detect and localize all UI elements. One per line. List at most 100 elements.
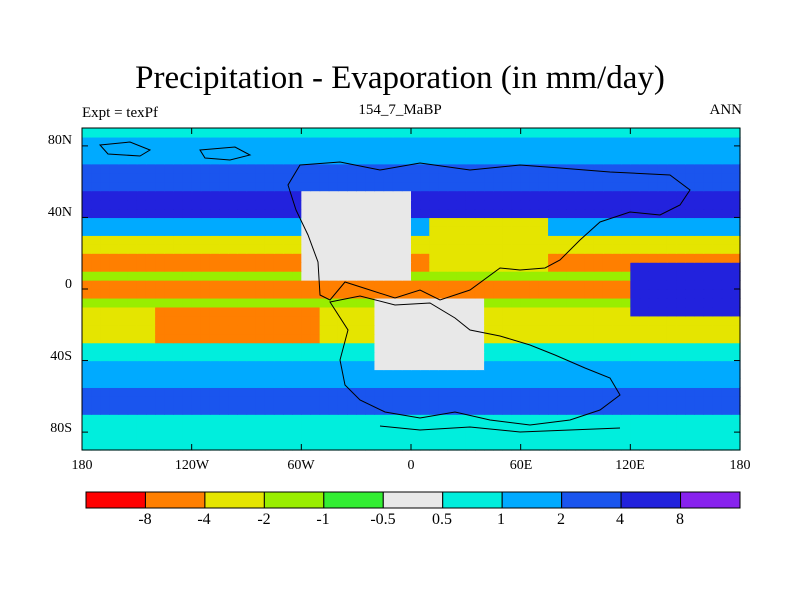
heatmap-cell xyxy=(685,244,695,254)
heatmap-cell xyxy=(557,181,567,192)
heatmap-cell xyxy=(392,324,403,335)
heatmap-cell xyxy=(730,351,741,362)
heatmap-cell xyxy=(283,280,293,290)
heatmap-cell xyxy=(557,297,567,308)
heatmap-cell xyxy=(429,378,440,388)
heatmap-cell xyxy=(721,280,732,290)
heatmap-cell xyxy=(209,280,220,290)
heatmap-cell xyxy=(127,253,138,263)
heatmap-cell xyxy=(82,172,92,183)
coastline-islands xyxy=(98,141,252,161)
heatmap-cell xyxy=(548,396,558,406)
heatmap-cell xyxy=(429,244,440,254)
heatmap-cell xyxy=(566,280,577,290)
heatmap-cell xyxy=(392,253,403,263)
heatmap-cell xyxy=(694,342,705,353)
heatmap-cell xyxy=(602,423,613,433)
heatmap-cell xyxy=(191,387,202,397)
heatmap-cell xyxy=(511,181,522,192)
heatmap-cell xyxy=(209,190,220,201)
heatmap-cell xyxy=(118,136,129,147)
heatmap-cell xyxy=(255,324,266,335)
heatmap-cell xyxy=(493,226,503,236)
heatmap-cell xyxy=(612,145,622,156)
heatmap-cell xyxy=(630,217,641,227)
heatmap-cell xyxy=(584,181,595,192)
heatmap-cell xyxy=(273,190,284,201)
heatmap-cell xyxy=(474,262,485,272)
heatmap-cell xyxy=(502,315,513,326)
heatmap-cell xyxy=(273,181,284,192)
heatmap-cell xyxy=(91,253,101,263)
heatmap-cell xyxy=(392,289,403,299)
heatmap-cell xyxy=(685,432,695,442)
heatmap-cell xyxy=(411,145,421,156)
heatmap-cell xyxy=(246,208,257,219)
heatmap-cell xyxy=(429,271,440,281)
heatmap-cell xyxy=(264,136,275,147)
heatmap-cell xyxy=(538,253,549,263)
heatmap-cell xyxy=(319,333,330,344)
heatmap-cell xyxy=(182,342,193,353)
heatmap-cell xyxy=(493,181,503,192)
heatmap-cell xyxy=(182,208,193,219)
heatmap-cell xyxy=(666,154,677,165)
heatmap-cell xyxy=(155,271,165,281)
heatmap-cell xyxy=(383,297,394,308)
heatmap-cell xyxy=(392,163,403,174)
heatmap-cell xyxy=(630,405,641,415)
heatmap-cell xyxy=(666,271,677,281)
heatmap-cell xyxy=(493,128,503,138)
heatmap-cell xyxy=(666,396,677,406)
heatmap-cell xyxy=(209,163,220,174)
heatmap-cell xyxy=(319,244,330,254)
heatmap-cell xyxy=(136,289,147,299)
heatmap-cell xyxy=(657,342,668,353)
heatmap-cell xyxy=(191,441,202,451)
heatmap-cell xyxy=(319,369,330,380)
heatmap-cell xyxy=(136,405,147,415)
heatmap-cell xyxy=(438,128,449,138)
heatmap-cell xyxy=(538,289,549,299)
heatmap-cell xyxy=(685,342,695,353)
heatmap-cell xyxy=(438,208,449,219)
heatmap-cell xyxy=(484,289,494,299)
heatmap-cell xyxy=(82,235,92,245)
heatmap-cell xyxy=(246,199,257,210)
heatmap-cell xyxy=(447,244,458,254)
heatmap-cell xyxy=(173,306,184,317)
heatmap-cell xyxy=(347,271,357,281)
heatmap-cell xyxy=(191,396,202,406)
heatmap-cell xyxy=(356,306,366,317)
heatmap-cell xyxy=(648,360,659,371)
heatmap-cell xyxy=(365,396,376,406)
heatmap-cell xyxy=(694,253,705,263)
heatmap-cell xyxy=(493,432,503,442)
heatmap-cell xyxy=(273,441,284,451)
heatmap-cell xyxy=(164,396,174,406)
heatmap-cell xyxy=(392,369,403,380)
heatmap-cell xyxy=(511,190,522,201)
heatmap-cell xyxy=(612,253,622,263)
heatmap-cell xyxy=(319,217,330,227)
heatmap-cell xyxy=(721,324,732,335)
heatmap-cell xyxy=(703,181,714,192)
heatmap-cell xyxy=(465,342,476,353)
heatmap-cell xyxy=(255,199,266,210)
heatmap-cell xyxy=(712,289,723,299)
heatmap-cell xyxy=(630,172,641,183)
heatmap-cell xyxy=(228,172,238,183)
heatmap-cell xyxy=(411,271,421,281)
heatmap-cell xyxy=(182,226,193,236)
heatmap-cell xyxy=(155,136,165,147)
heatmap-cell xyxy=(639,145,650,156)
heatmap-cell xyxy=(118,306,129,317)
heatmap-cell xyxy=(145,181,156,192)
heatmap-cell xyxy=(648,190,659,201)
heatmap-cell xyxy=(383,253,394,263)
heatmap-cell xyxy=(319,226,330,236)
heatmap-cell xyxy=(648,235,659,245)
heatmap-cell xyxy=(474,235,485,245)
heatmap-cell xyxy=(511,405,522,415)
heatmap-cell xyxy=(548,190,558,201)
